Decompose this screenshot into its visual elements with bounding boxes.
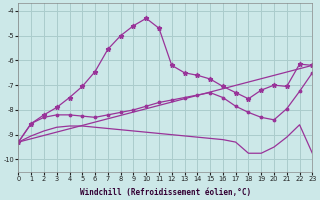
X-axis label: Windchill (Refroidissement éolien,°C): Windchill (Refroidissement éolien,°C) (80, 188, 251, 197)
